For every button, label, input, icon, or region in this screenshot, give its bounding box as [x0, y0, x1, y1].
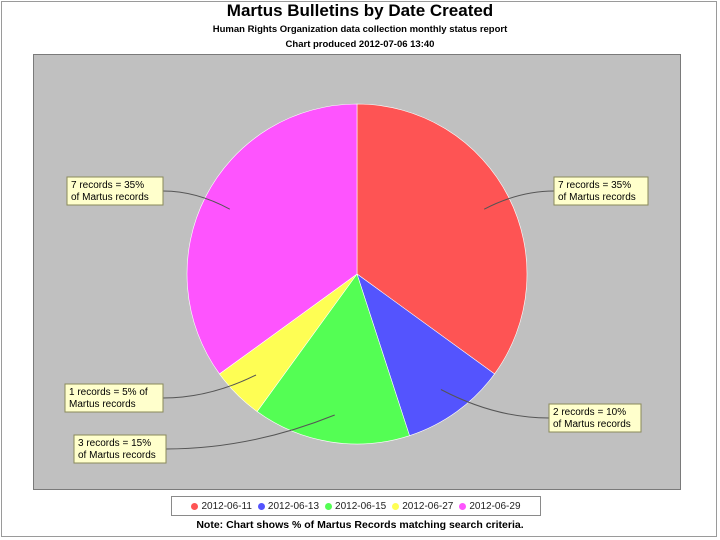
plot-area: 7 records = 35% of Martus records 2 record… — [33, 54, 681, 490]
slice-label-text: Martus records — [69, 399, 136, 410]
legend-label: 2012-06-13 — [267, 500, 320, 512]
legend-label: 2012-06-29 — [469, 500, 521, 512]
slice-label-text: of Martus records — [78, 450, 156, 461]
slice-label-text: 7 records = 35% — [71, 180, 144, 191]
slice-label-box — [548, 403, 642, 433]
slice-label-text: 1 records = 5% of — [69, 387, 148, 398]
legend-item: 2012-06-15 — [325, 501, 386, 512]
slice-label-text: of Martus records — [71, 192, 149, 203]
slice-label-box — [64, 383, 164, 413]
legend-swatch — [191, 502, 199, 510]
pie-slice-2012-06-29 — [186, 103, 358, 375]
leader-line — [440, 389, 550, 419]
legend-swatch — [392, 502, 400, 510]
pie-slice-2012-06-11 — [356, 103, 528, 375]
legend-label: 2012-06-11 — [201, 500, 252, 512]
slice-label-box — [553, 176, 649, 206]
leader-line — [162, 374, 257, 399]
legend-swatch — [325, 502, 333, 510]
chart-timestamp: Chart produced 2012-07-06 13:40 — [285, 39, 435, 50]
chart-note: Note: Chart shows % of Martus Records ma… — [196, 519, 524, 531]
legend-item: 2012-06-27 — [392, 501, 453, 512]
legend-item: 2012-06-29 — [459, 500, 521, 512]
pie-slice-2012-06-13 — [356, 273, 495, 437]
slice-label-text: 7 records = 35% — [558, 180, 631, 191]
slice-label-text: 3 records = 15% — [78, 438, 151, 449]
legend-label: 2012-06-27 — [402, 500, 454, 512]
pie-slice-2012-06-15 — [256, 273, 410, 445]
legend-item: 2012-06-13 — [257, 500, 320, 512]
slice-label-box — [73, 434, 167, 464]
slice-label-text: of Martus records — [553, 419, 631, 430]
leader-line — [483, 190, 555, 210]
leader-line — [165, 414, 335, 450]
legend-item: 2012-06-11 — [191, 500, 252, 512]
chart-subtitle: Human Rights Organization data collectio… — [212, 24, 508, 35]
slice-label-box — [66, 176, 164, 206]
chart-title: Martus Bulletins by Date Created — [226, 1, 494, 20]
slice-label-text: 2 records = 10% — [553, 407, 626, 418]
legend-label: 2012-06-15 — [335, 500, 387, 512]
legend: 2012-06-11 2012-06-13 2012-06-15 2012-06-27… — [171, 496, 541, 516]
leader-line — [162, 190, 231, 210]
slice-label-text: of Martus records — [558, 192, 636, 203]
legend-swatch — [257, 502, 265, 510]
legend-swatch — [459, 502, 467, 510]
